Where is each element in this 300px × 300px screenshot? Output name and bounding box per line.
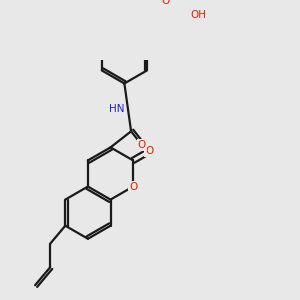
Text: O: O [145,146,153,156]
Text: O: O [129,182,137,191]
Text: O: O [162,0,170,6]
Text: HN: HN [109,104,125,114]
Text: O: O [138,140,146,150]
Text: OH: OH [190,10,206,20]
